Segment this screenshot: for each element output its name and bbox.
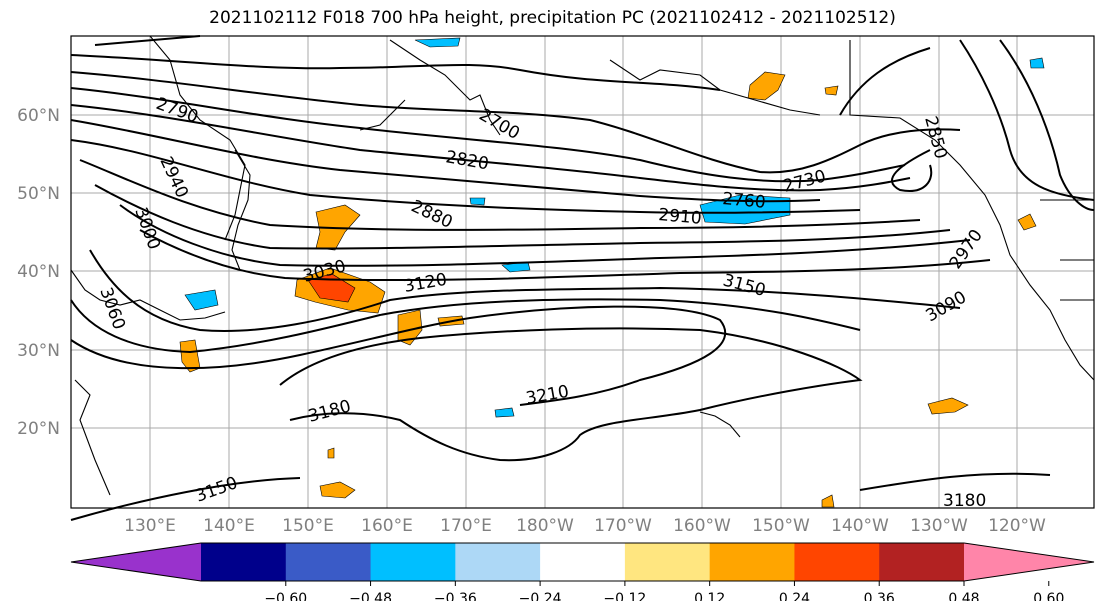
lon-label: 160°E <box>361 516 413 536</box>
colorbar-outline <box>70 542 1095 582</box>
lat-label: 30°N <box>17 341 60 361</box>
height-contours <box>70 35 1095 521</box>
colorbar: −0.60 −0.48 −0.36 −0.24 −0.12 0.12 0.24 0.36 0.4… <box>70 542 1095 601</box>
lon-label: 140°W <box>831 516 889 536</box>
colorbar-tick-label: 0.48 <box>948 591 979 601</box>
precip-shading <box>179 37 1045 508</box>
lon-label: 150°E <box>282 516 334 536</box>
coastlines <box>70 35 1095 496</box>
colorbar-tick-label: −0.12 <box>603 591 646 601</box>
lon-label: 140°E <box>203 516 255 536</box>
colorbar-tick-label: 0.36 <box>864 591 895 601</box>
colorbar-segment <box>285 543 372 581</box>
colorbar-segment <box>794 543 880 581</box>
lon-labels: 130°E 140°E 150°E 160°E 170°E 180°W 170°… <box>124 516 1046 536</box>
colorbar-tick-label: 0.12 <box>694 591 725 601</box>
lon-label: 170°W <box>594 516 652 536</box>
lon-label: 120°W <box>988 516 1046 536</box>
lon-label: 150°W <box>752 516 810 536</box>
lon-label: 180°W <box>516 516 574 536</box>
colorbar-tick-label: −0.24 <box>519 591 562 601</box>
map-title: 2021102112 F018 700 hPa height, precipit… <box>209 8 896 28</box>
colorbar-segment <box>201 543 287 581</box>
lon-label: 160°W <box>673 516 731 536</box>
lon-label: 130°E <box>124 516 176 536</box>
contour-label: 2910 <box>658 205 703 229</box>
colorbar-segment <box>540 543 626 581</box>
colorbar-segment <box>624 543 711 581</box>
lon-label: 170°E <box>440 516 492 536</box>
contour-label: 2760 <box>722 189 767 213</box>
map-panel: 2790 2700 2820 2850 2940 3000 2880 2760 … <box>70 35 1095 521</box>
lat-labels: 60°N 50°N 40°N 30°N 20°N <box>17 106 60 439</box>
colorbar-segment <box>709 543 795 581</box>
colorbar-extend-high <box>964 543 1094 581</box>
colorbar-segment <box>455 543 541 581</box>
lat-label: 40°N <box>17 262 60 282</box>
contour-label: 3180 <box>943 491 986 511</box>
colorbar-extend-low <box>71 543 201 581</box>
colorbar-segment <box>879 543 965 581</box>
graticule <box>71 36 1094 508</box>
colorbar-segment <box>370 543 456 581</box>
colorbar-tick-label: 0.24 <box>779 591 810 601</box>
lat-label: 50°N <box>17 184 60 204</box>
colorbar-tick-label: −0.60 <box>264 591 307 601</box>
lat-label: 60°N <box>17 106 60 126</box>
lon-label: 130°W <box>910 516 968 536</box>
lat-label: 20°N <box>17 419 60 439</box>
colorbar-tick-label: −0.36 <box>434 591 477 601</box>
map-border <box>70 35 1095 509</box>
colorbar-tick-label: 0.60 <box>1033 591 1064 601</box>
colorbar-tick-label: −0.48 <box>349 591 392 601</box>
